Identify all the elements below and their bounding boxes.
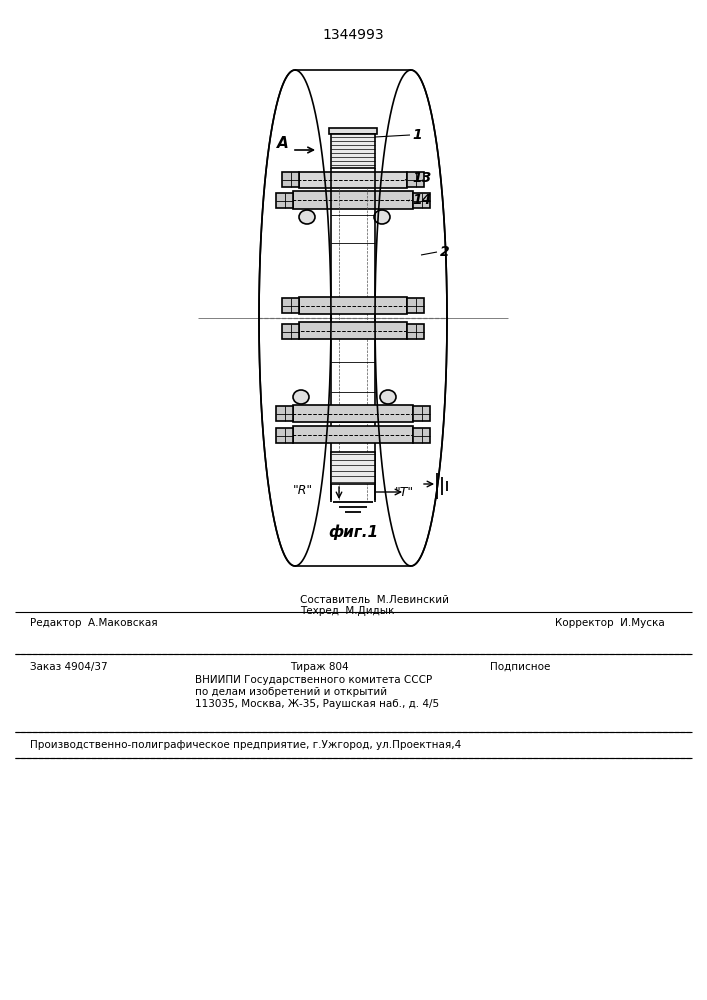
Bar (282, 298, 299, 313)
Bar (299, 297, 407, 314)
Bar (276, 193, 293, 208)
Bar (329, 128, 377, 134)
Ellipse shape (293, 390, 309, 404)
Text: ВНИИПИ Государственного комитета СССР: ВНИИПИ Государственного комитета СССР (195, 675, 432, 685)
Ellipse shape (380, 390, 396, 404)
Bar (276, 428, 293, 443)
Text: Составитель  М.Левинский: Составитель М.Левинский (300, 595, 449, 605)
Text: 13: 13 (412, 171, 431, 185)
Text: 1344993: 1344993 (322, 28, 384, 42)
Bar (293, 426, 413, 443)
Text: Корректор  И.Муска: Корректор И.Муска (555, 618, 665, 628)
Ellipse shape (374, 210, 390, 224)
Bar (331, 452, 375, 484)
Bar (413, 428, 430, 443)
Text: Техред  М.Дидык: Техред М.Дидык (300, 606, 395, 616)
Bar (276, 406, 293, 421)
Bar (299, 172, 407, 188)
Text: Тираж 804: Тираж 804 (290, 662, 349, 672)
Bar (413, 193, 430, 208)
Text: 14: 14 (412, 193, 431, 207)
Bar (299, 322, 407, 339)
Bar (407, 324, 424, 339)
Text: "T": "T" (395, 487, 414, 499)
Text: Подписное: Подписное (490, 662, 550, 672)
Text: 2: 2 (440, 245, 450, 259)
Text: фиг.1: фиг.1 (328, 524, 378, 540)
Bar (293, 405, 413, 422)
Text: Заказ 4904/37: Заказ 4904/37 (30, 662, 107, 672)
Bar (282, 324, 299, 339)
Text: по делам изобретений и открытий: по делам изобретений и открытий (195, 687, 387, 697)
Text: 113035, Москва, Ж-35, Раушская наб., д. 4/5: 113035, Москва, Ж-35, Раушская наб., д. … (195, 699, 439, 709)
Text: Производственно-полиграфическое предприятие, г.Ужгород, ул.Проектная,4: Производственно-полиграфическое предприя… (30, 740, 461, 750)
Bar (331, 134, 375, 168)
Bar (407, 298, 424, 313)
Text: A: A (277, 136, 289, 151)
Bar (282, 172, 299, 187)
Ellipse shape (299, 210, 315, 224)
Bar (413, 406, 430, 421)
Text: "R": "R" (293, 484, 313, 496)
Bar (407, 172, 424, 187)
Text: 1: 1 (412, 128, 421, 142)
Text: Редактор  А.Маковская: Редактор А.Маковская (30, 618, 158, 628)
Bar (293, 191, 413, 209)
